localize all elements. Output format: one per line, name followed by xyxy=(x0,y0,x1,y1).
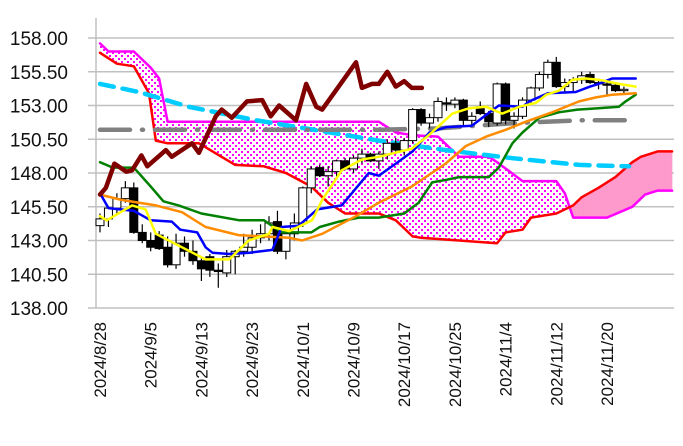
y-axis-labels: 158.00 155.50 153.00 150.50 148.00 145.50 143.… xyxy=(10,29,68,320)
candle-body-up xyxy=(619,88,629,92)
chikou-span-line xyxy=(97,60,425,197)
kijun-sen-line xyxy=(98,93,637,234)
y-tick-label: 158.00 xyxy=(10,29,68,50)
candle xyxy=(281,229,291,260)
candle-body-up xyxy=(222,256,232,274)
orange-ma-line xyxy=(98,92,637,242)
candle-body-down xyxy=(315,167,325,177)
candle xyxy=(551,56,561,88)
candle xyxy=(425,113,435,129)
candle-body-up xyxy=(467,115,477,121)
candle-body-up xyxy=(509,115,519,121)
candle-body-down xyxy=(610,84,620,92)
candle xyxy=(129,182,139,234)
x-tick-label: 2024/8/28 xyxy=(91,322,110,398)
candle-body-up xyxy=(95,218,105,227)
candle xyxy=(619,86,629,94)
candle xyxy=(416,108,426,126)
long-ma-line xyxy=(97,81,632,169)
candle xyxy=(247,229,257,254)
x-tick-label: 2024/11/20 xyxy=(598,322,617,406)
x-tick-label: 2024/11/12 xyxy=(547,322,566,406)
candle-body-up xyxy=(425,117,435,124)
x-tick-label: 2024/10/1 xyxy=(294,322,313,398)
y-tick-label: 153.00 xyxy=(10,97,68,118)
candle xyxy=(501,82,511,125)
x-tick-label: 2024/9/23 xyxy=(243,322,262,398)
indicator-lines-front xyxy=(97,60,637,261)
indicator-lines-back xyxy=(97,42,674,245)
candle-body-up xyxy=(433,100,443,119)
candle xyxy=(205,254,215,277)
x-axis-labels: 2024/8/28 2024/9/5 2024/9/13 2024/9/23 2024/… xyxy=(91,322,617,407)
y-tick-label: 155.50 xyxy=(10,63,68,84)
candle-body-down xyxy=(196,260,206,270)
x-tick-label: 2024/10/9 xyxy=(345,322,364,398)
candle xyxy=(534,71,544,91)
candle-body-down xyxy=(551,61,561,88)
candle-body-down xyxy=(163,246,173,266)
candle-body-down xyxy=(416,109,426,124)
y-tick-label: 143.00 xyxy=(10,232,68,253)
candle xyxy=(323,166,333,187)
candle-body-down xyxy=(602,83,612,86)
cloud-segment xyxy=(671,151,673,191)
candle xyxy=(492,82,502,126)
x-tick-label: 2024/9/5 xyxy=(142,322,161,388)
y-tick-label: 138.00 xyxy=(10,299,68,320)
senkou-span-a-line xyxy=(98,51,674,245)
candle-body-up xyxy=(382,142,392,155)
mid-ma-line xyxy=(97,118,635,133)
candle-body-up xyxy=(543,61,553,75)
candle-body-up xyxy=(332,160,342,173)
y-tick-label: 145.50 xyxy=(10,198,68,219)
ichimoku-cloud xyxy=(100,43,673,244)
candle xyxy=(450,97,460,109)
y-tick-label: 150.50 xyxy=(10,130,68,151)
candle xyxy=(467,112,477,125)
candle-body-up xyxy=(120,187,130,200)
candle-body-down xyxy=(205,256,215,271)
y-tick-label: 140.50 xyxy=(10,265,68,286)
candle xyxy=(441,97,451,111)
candle xyxy=(171,233,181,269)
candle xyxy=(196,256,206,281)
candle-body-down xyxy=(146,240,156,248)
x-tick-label: 2024/10/17 xyxy=(395,322,414,407)
candle-body-down xyxy=(501,83,511,121)
candle-body-up xyxy=(306,168,316,189)
candle-body-up xyxy=(450,99,460,105)
candle-body-up xyxy=(408,109,418,142)
candle-body-down xyxy=(391,142,401,151)
candle-body-up xyxy=(323,171,333,177)
candle-body-up xyxy=(534,73,544,89)
candle xyxy=(433,97,443,122)
candle xyxy=(518,97,527,119)
candle xyxy=(137,224,147,244)
candle xyxy=(543,59,553,79)
candle xyxy=(213,263,223,288)
tenkan-sen-line xyxy=(98,77,637,256)
candle-body-up xyxy=(357,153,367,159)
candle-body-up xyxy=(298,187,308,224)
candle xyxy=(306,166,316,194)
x-tick-label: 2024/11/4 xyxy=(497,322,516,396)
y-tick-label: 148.00 xyxy=(10,164,68,185)
candle xyxy=(408,108,418,144)
x-tick-label: 2024/9/13 xyxy=(192,322,211,398)
candle xyxy=(146,232,156,252)
candle-body-up xyxy=(492,83,502,124)
x-tick-label: 2024/10/25 xyxy=(446,322,465,407)
candlesticks xyxy=(95,56,629,288)
candle-body-up xyxy=(518,99,527,117)
senkou-span-b-line xyxy=(98,42,674,219)
candle-body-down xyxy=(441,102,451,105)
short-ma-line xyxy=(98,77,637,261)
candle-body-down xyxy=(213,269,223,273)
candle-body-down xyxy=(137,231,147,241)
candle-body-up xyxy=(281,233,291,252)
